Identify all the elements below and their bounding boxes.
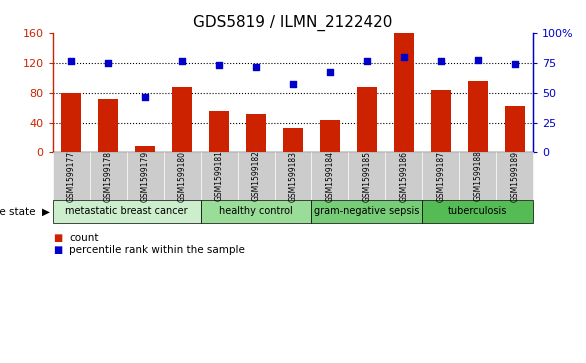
Text: ■: ■ <box>53 245 62 256</box>
Text: percentile rank within the sample: percentile rank within the sample <box>69 245 245 256</box>
Bar <box>357 87 377 152</box>
Text: gram-negative sepsis: gram-negative sepsis <box>314 207 420 216</box>
Point <box>362 58 372 64</box>
Text: GSM1599187: GSM1599187 <box>437 151 445 201</box>
Point <box>251 65 261 70</box>
Text: GSM1599180: GSM1599180 <box>178 151 186 201</box>
Text: tuberculosis: tuberculosis <box>448 207 507 216</box>
Point <box>510 61 519 67</box>
Text: disease state  ▶: disease state ▶ <box>0 207 50 216</box>
Point <box>67 58 76 64</box>
Text: GSM1599188: GSM1599188 <box>473 151 482 201</box>
Bar <box>394 33 414 152</box>
Text: GSM1599181: GSM1599181 <box>214 151 224 201</box>
Title: GDS5819 / ILMN_2122420: GDS5819 / ILMN_2122420 <box>193 15 393 31</box>
Text: GSM1599182: GSM1599182 <box>251 151 261 201</box>
Bar <box>431 90 451 152</box>
Text: GSM1599186: GSM1599186 <box>400 151 408 201</box>
Bar <box>135 147 155 152</box>
Bar <box>172 87 192 152</box>
Bar <box>209 111 229 152</box>
Text: GSM1599177: GSM1599177 <box>67 151 76 201</box>
Text: GSM1599179: GSM1599179 <box>141 151 149 201</box>
Text: GSM1599184: GSM1599184 <box>325 151 335 201</box>
Point <box>141 94 150 100</box>
Point <box>325 69 335 75</box>
Point <box>436 58 445 64</box>
Bar <box>468 81 488 152</box>
Bar <box>246 114 266 152</box>
Text: GSM1599189: GSM1599189 <box>510 151 519 201</box>
Bar <box>61 93 81 152</box>
Bar <box>505 106 525 152</box>
Point <box>178 58 187 64</box>
Text: ■: ■ <box>53 233 62 243</box>
Bar <box>283 128 303 152</box>
Point <box>288 81 298 87</box>
Point <box>399 54 408 60</box>
Text: GSM1599183: GSM1599183 <box>288 151 298 201</box>
Text: metastatic breast cancer: metastatic breast cancer <box>66 207 188 216</box>
Text: GSM1599178: GSM1599178 <box>104 151 113 201</box>
Point <box>214 62 224 68</box>
Point <box>473 57 482 63</box>
Text: GSM1599185: GSM1599185 <box>362 151 372 201</box>
Point <box>104 60 113 65</box>
Text: count: count <box>69 233 98 243</box>
Bar <box>98 99 118 152</box>
Text: healthy control: healthy control <box>219 207 293 216</box>
Bar <box>320 120 340 152</box>
